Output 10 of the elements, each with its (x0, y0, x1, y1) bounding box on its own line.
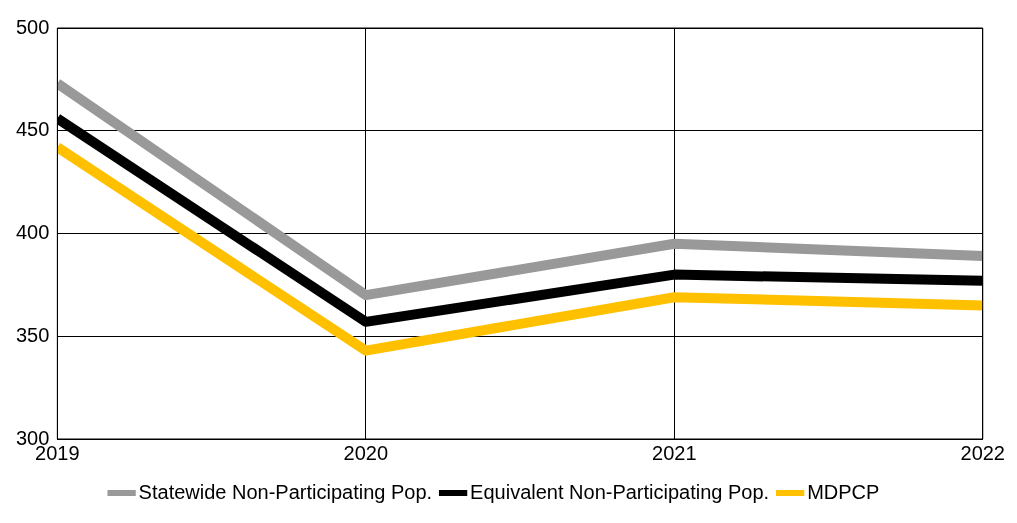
y-tick-label: 500 (15, 15, 50, 38)
y-tick-label: 450 (15, 118, 50, 141)
y-tick-label: 400 (15, 221, 50, 244)
legend-label: Equivalent Non-Participating Pop. (470, 480, 770, 503)
legend-label: Statewide Non-Participating Pop. (138, 480, 433, 503)
x-tick-label: 2020 (343, 441, 389, 464)
x-tick-label: 2022 (960, 441, 1005, 464)
y-tick-label: 350 (15, 323, 50, 346)
legend-label: MDPCP (807, 480, 880, 503)
x-tick-label: 2021 (652, 441, 697, 464)
